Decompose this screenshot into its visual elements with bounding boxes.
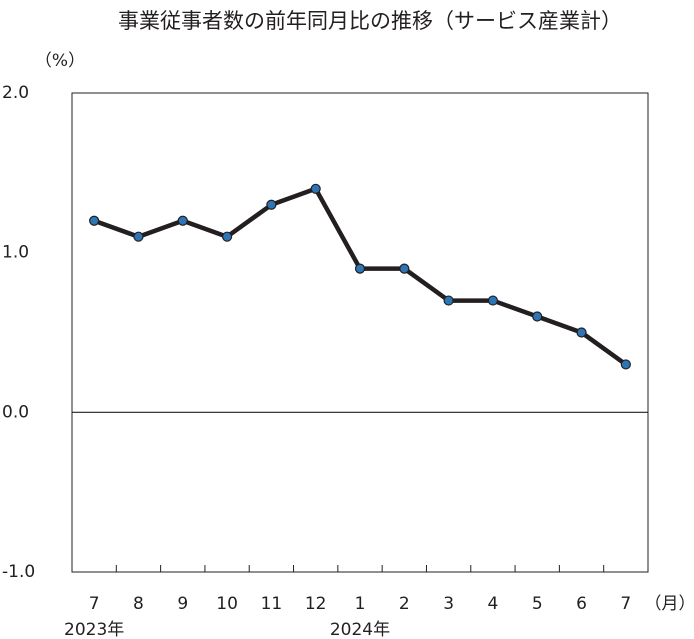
x-tick-label: 10: [216, 594, 238, 614]
y-unit: （%）: [35, 51, 85, 71]
x-tick-label: 7: [89, 594, 100, 614]
data-point: [443, 295, 454, 306]
y-tick-label: 1.0: [2, 243, 29, 263]
x-tick-label: 3: [443, 594, 454, 614]
x-tick-label: 9: [177, 594, 188, 614]
x-tick-label: 6: [576, 594, 587, 614]
data-point: [487, 295, 499, 306]
data-point: [89, 215, 100, 226]
plot-frame: [71, 92, 649, 573]
x-tick-label: 12: [305, 594, 327, 614]
data-point: [354, 263, 366, 274]
year-label: 2023年: [64, 620, 124, 639]
x-tick-label: 11: [261, 594, 283, 614]
x-tick-label: 1: [355, 594, 366, 614]
data-point: [310, 183, 321, 194]
data-line: [93, 186, 628, 367]
data-point: [177, 215, 188, 226]
y-tick-label: 2.0: [2, 83, 29, 103]
x-tick-label: 2: [399, 594, 410, 614]
data-point: [266, 199, 277, 210]
data-point: [399, 263, 410, 274]
data-point: [576, 327, 587, 338]
chart-title: 事業従事者数の前年同月比の推移（サービス産業計）: [118, 9, 622, 33]
x-tick-label: 7: [620, 594, 631, 614]
x-tick-label: 5: [532, 594, 543, 614]
y-tick-label: 0.0: [2, 402, 29, 422]
data-point: [620, 359, 631, 370]
data-point: [221, 231, 233, 242]
x-tick-label: 4: [488, 594, 499, 614]
x-unit: （月）: [645, 594, 694, 614]
x-tick-label: 8: [133, 594, 144, 614]
data-point: [532, 311, 543, 322]
y-tick-label: -1.0: [2, 562, 35, 582]
year-label: 2024年: [330, 620, 390, 639]
data-point: [133, 231, 144, 242]
